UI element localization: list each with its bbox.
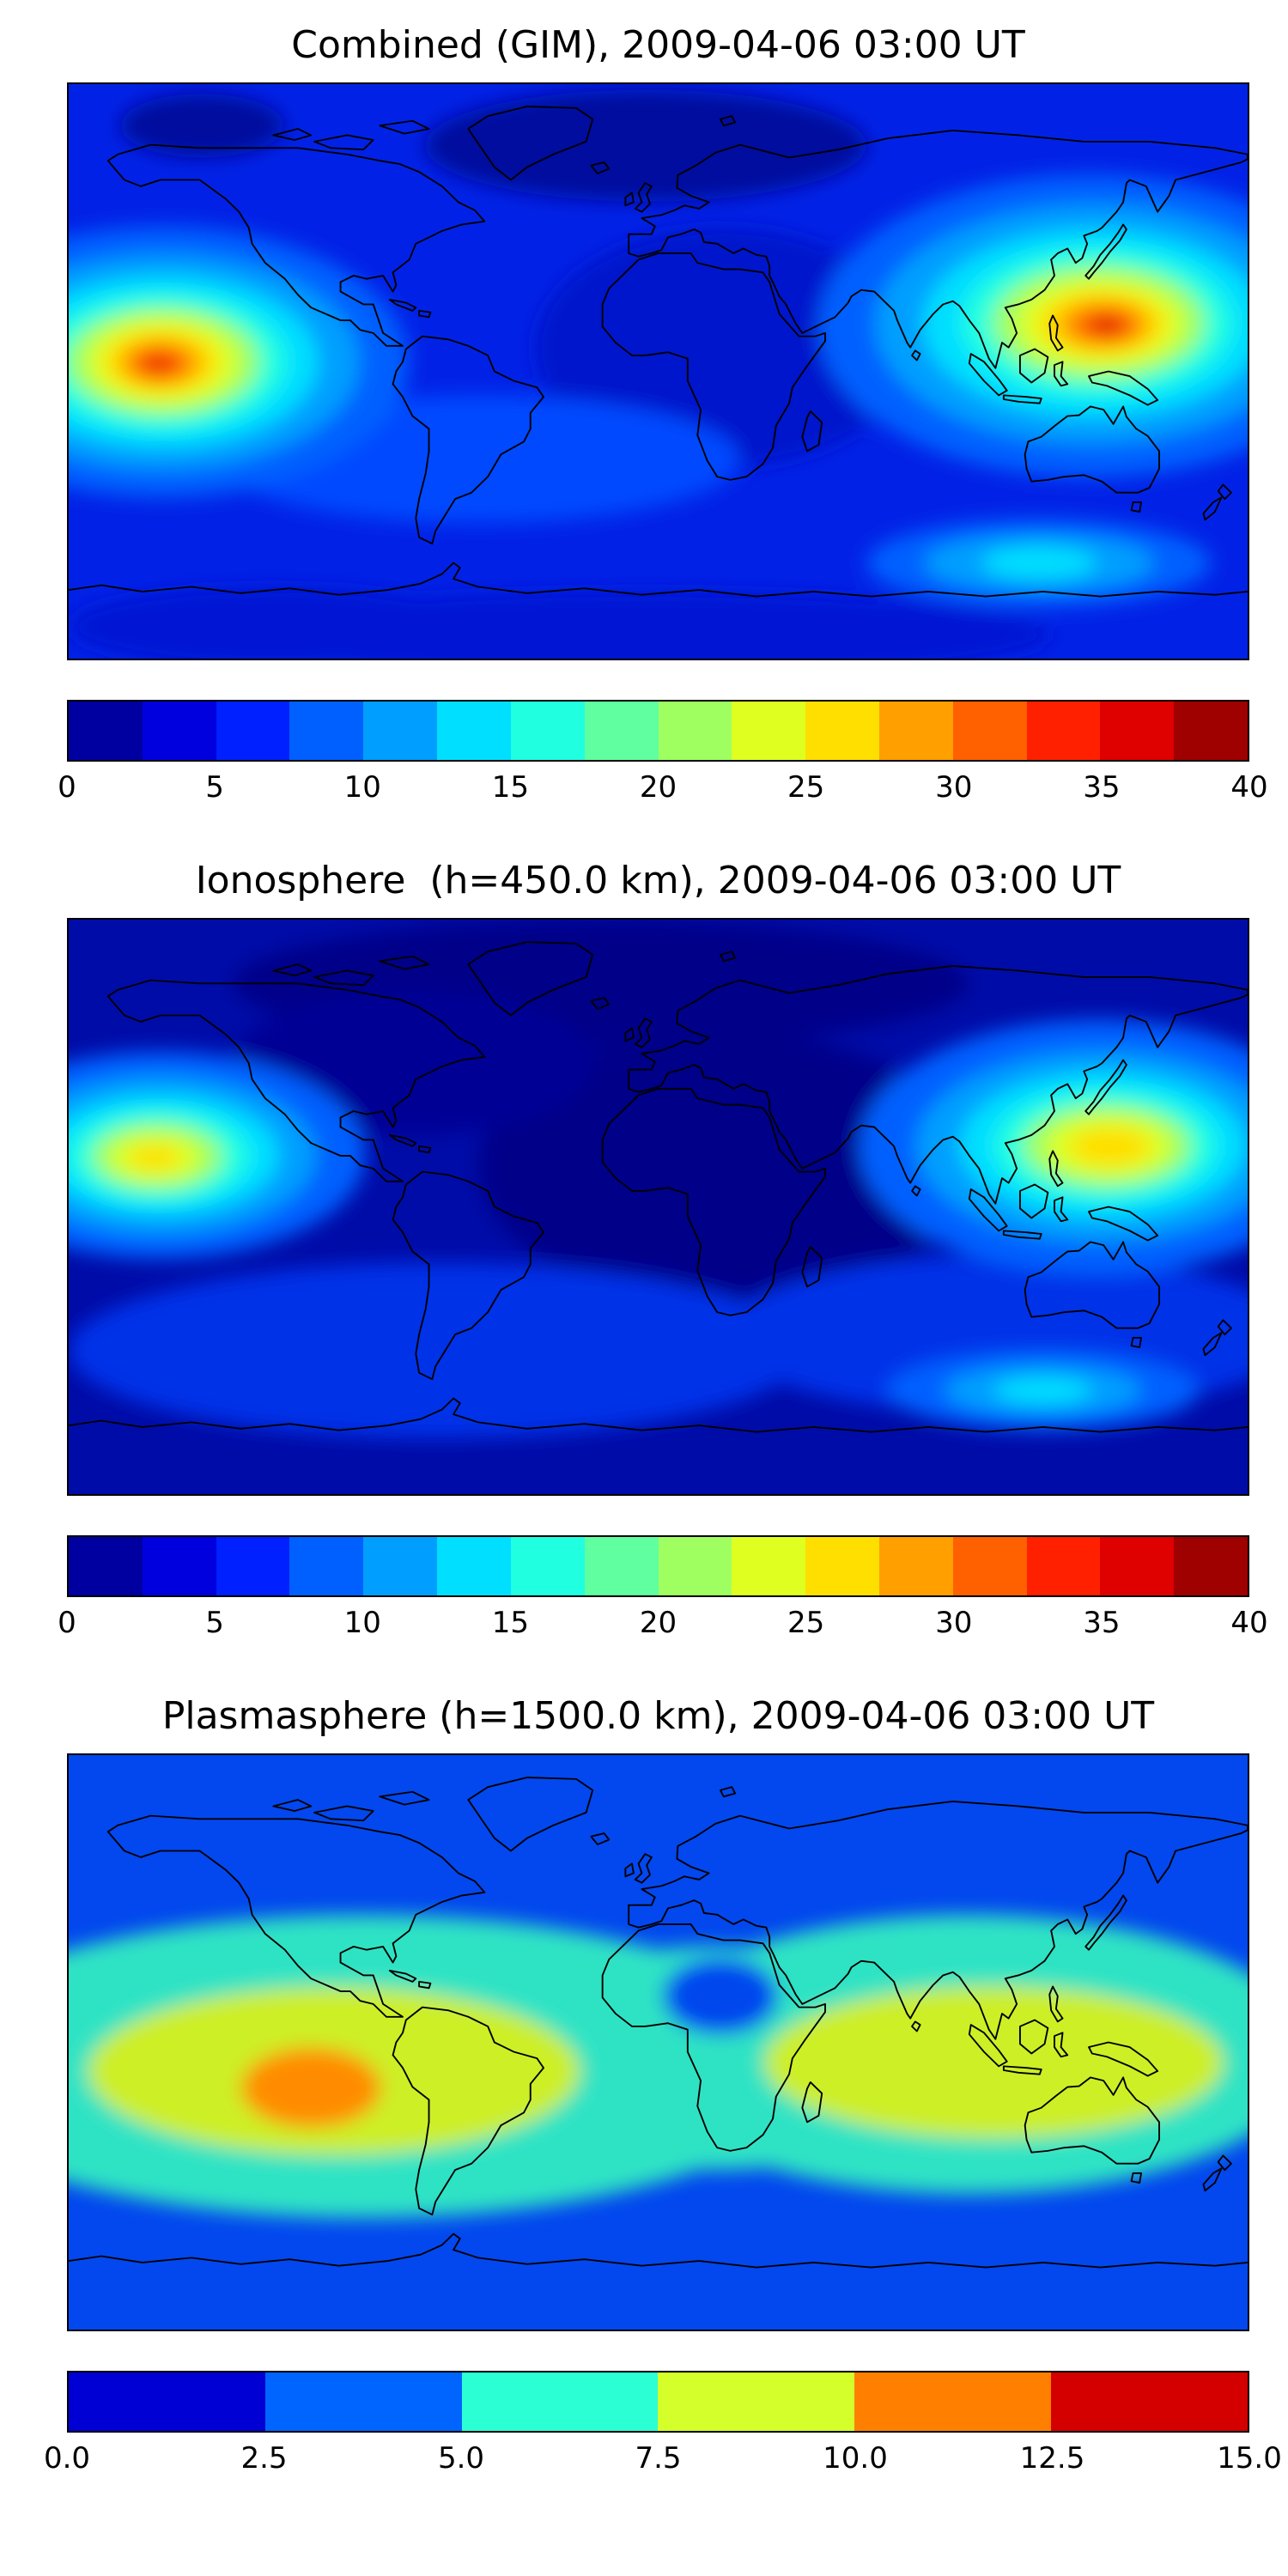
colorbar-segment — [1026, 702, 1101, 760]
colorbar-segment — [363, 702, 438, 760]
colorbar-tick-label: 0 — [58, 1606, 76, 1640]
colorbar-tick-label: 25 — [787, 1606, 825, 1640]
contour-map-ionosphere — [69, 920, 1248, 1494]
colorbar-tick-label: 15 — [491, 1606, 530, 1640]
contour-map-plasmasphere — [69, 1755, 1248, 2330]
colorbar-segment — [437, 1537, 511, 1595]
colorbar-segment — [142, 702, 216, 760]
panel-ionosphere: Ionosphere (h=450.0 km), 2009-04-06 03:0… — [58, 858, 1267, 1647]
colorbar-tick-label: 2.5 — [240, 2441, 288, 2476]
colorbar-tick-label: 35 — [1083, 1606, 1121, 1640]
colorbar-tick-label: 10.0 — [823, 2441, 888, 2476]
colorbar-segment — [732, 702, 806, 760]
colorbar-tick-label: 5.0 — [437, 2441, 485, 2476]
colorbar-segment — [510, 1537, 585, 1595]
map-combined-gim — [67, 82, 1249, 660]
contour-map-combined — [69, 84, 1248, 659]
colorbar-plasmasphere — [67, 2371, 1249, 2433]
colorbar-segment — [437, 702, 511, 760]
colorbar-ionosphere — [67, 1535, 1249, 1597]
colorbar-segment — [732, 1537, 806, 1595]
colorbar-segment — [878, 702, 953, 760]
colorbar-segment — [363, 1537, 438, 1595]
colorbar-tick-label: 15 — [491, 770, 530, 805]
colorbar-segment — [805, 1537, 879, 1595]
colorbar-segment — [461, 2372, 659, 2431]
colorbar-segment — [216, 1537, 290, 1595]
colorbar-tick-label: 20 — [639, 1606, 677, 1640]
colorbar-segment — [1174, 702, 1248, 760]
colorbar-segment — [805, 702, 879, 760]
colorbar-tick-label: 35 — [1083, 770, 1121, 805]
colorbar-tick-label: 5 — [205, 1606, 224, 1640]
map-ionosphere — [67, 918, 1249, 1496]
colorbar-tick-label: 0.0 — [43, 2441, 91, 2476]
panel-title-ionosphere: Ionosphere (h=450.0 km), 2009-04-06 03:0… — [195, 859, 1121, 902]
figure: Combined (GIM), 2009-04-06 03:00 UT — [44, 22, 1282, 2482]
colorbar-segment — [1100, 1537, 1175, 1595]
colorbar-segment — [952, 1537, 1027, 1595]
colorbar-segment — [69, 702, 143, 760]
colorbar-segment — [952, 702, 1027, 760]
colorbar-tick-label: 0 — [58, 770, 76, 805]
colorbar-segment — [658, 2372, 855, 2431]
colorbar-segment — [1100, 702, 1175, 760]
colorbar-tick-label: 40 — [1230, 1606, 1268, 1640]
colorbar-segment — [878, 1537, 953, 1595]
panel-title-plasmasphere: Plasmasphere (h=1500.0 km), 2009-04-06 0… — [161, 1694, 1155, 1738]
colorbar-tick-label: 5 — [205, 770, 224, 805]
colorbar-segment — [584, 702, 659, 760]
colorbar-segment — [289, 702, 364, 760]
colorbar-tick-label: 40 — [1230, 770, 1268, 805]
colorbar-segment — [584, 1537, 659, 1595]
panel-plasmasphere: Plasmasphere (h=1500.0 km), 2009-04-06 0… — [44, 1693, 1282, 2482]
colorbar-tick-label: 10 — [343, 770, 381, 805]
colorbar-ticks-plasmasphere: 0.0 2.5 5.0 7.5 10.0 12.5 15.0 — [44, 2438, 1282, 2482]
colorbar-tick-label: 10 — [343, 1606, 381, 1640]
colorbar-tick-label: 25 — [787, 770, 825, 805]
colorbar-segment — [510, 702, 585, 760]
colorbar-segment — [69, 1537, 143, 1595]
colorbar-segment — [854, 2372, 1052, 2431]
colorbar-segment — [216, 702, 290, 760]
colorbar-segment — [658, 1537, 732, 1595]
colorbar-ticks-ionosphere: 0 5 10 15 20 25 30 35 40 — [58, 1602, 1267, 1647]
colorbar-segment — [1026, 1537, 1101, 1595]
colorbar-tick-label: 20 — [639, 770, 677, 805]
colorbar-tick-label: 30 — [935, 770, 973, 805]
colorbar-combined — [67, 700, 1249, 762]
colorbar-segment — [289, 1537, 364, 1595]
colorbar-tick-label: 15.0 — [1217, 2441, 1282, 2476]
colorbar-tick-label: 7.5 — [635, 2441, 682, 2476]
colorbar-segment — [142, 1537, 216, 1595]
panel-title-combined: Combined (GIM), 2009-04-06 03:00 UT — [291, 23, 1025, 67]
colorbar-tick-label: 12.5 — [1019, 2441, 1085, 2476]
colorbar-segment — [1174, 1537, 1248, 1595]
colorbar-segment — [1051, 2372, 1248, 2431]
colorbar-ticks-combined: 0 5 10 15 20 25 30 35 40 — [58, 767, 1267, 811]
map-plasmasphere — [67, 1753, 1249, 2331]
colorbar-segment — [658, 702, 732, 760]
colorbar-segment — [69, 2372, 265, 2431]
panel-combined-gim: Combined (GIM), 2009-04-06 03:00 UT — [58, 22, 1267, 811]
colorbar-segment — [264, 2372, 462, 2431]
colorbar-tick-label: 30 — [935, 1606, 973, 1640]
